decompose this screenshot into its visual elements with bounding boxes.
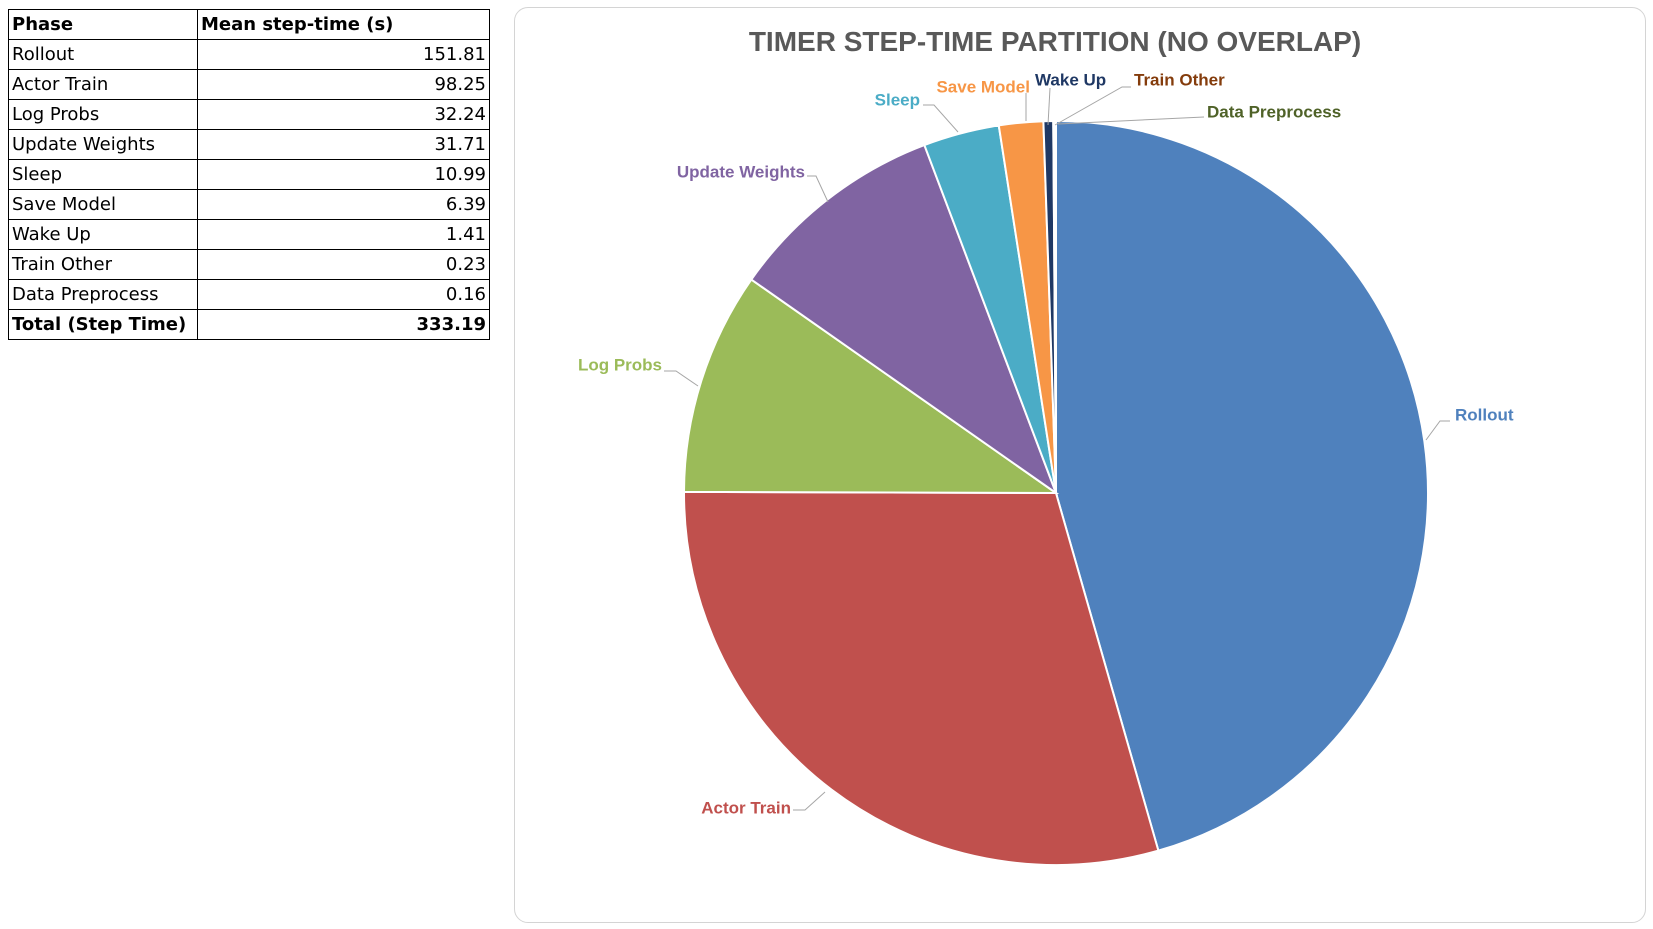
table-row: Sleep 10.99 — [8, 159, 490, 190]
header-phase: Phase — [8, 9, 198, 40]
pie-slice-data-preprocess — [1053, 119, 1057, 494]
table-row: Log Probs 32.24 — [8, 99, 490, 130]
chart-area: TIMER STEP-TIME PARTITION (NO OVERLAP) R… — [514, 7, 1646, 923]
value-cell: 333.19 — [197, 309, 490, 340]
leader-line — [1054, 86, 1131, 126]
slice-label: Rollout — [1455, 405, 1514, 424]
slice-label: Train Other — [1134, 70, 1225, 89]
pie-slices — [682, 119, 1429, 866]
phase-time-table: Phase Mean step-time (s) Rollout 151.81 Ac… — [8, 9, 490, 340]
phase-cell: Data Preprocess — [8, 279, 198, 310]
table-row: Save Model 6.39 — [8, 189, 490, 220]
slice-labels: Rollout Actor Train Log Probs Update Weight… — [578, 70, 1514, 817]
pie-chart: TIMER STEP-TIME PARTITION (NO OVERLAP) R… — [578, 26, 1514, 866]
slice-label: Log Probs — [578, 355, 662, 374]
phase-cell: Log Probs — [8, 99, 198, 130]
phase-cell: Rollout — [8, 39, 198, 70]
header-mean-step-time: Mean step-time (s) — [197, 9, 490, 40]
value-cell: 151.81 — [197, 39, 490, 70]
value-cell: 31.71 — [197, 129, 490, 160]
phase-cell: Sleep — [8, 159, 198, 190]
phase-cell: Save Model — [8, 189, 198, 220]
phase-cell: Update Weights — [8, 129, 198, 160]
leader-line — [664, 370, 699, 387]
phase-cell: Actor Train — [8, 69, 198, 100]
table-row: Wake Up 1.41 — [8, 219, 490, 250]
slice-label: Save Model — [936, 77, 1030, 96]
value-cell: 0.23 — [197, 249, 490, 280]
leader-line — [923, 104, 959, 133]
slice-label: Actor Train — [701, 798, 791, 817]
table-total-row: Total (Step Time) 333.19 — [8, 309, 490, 340]
leader-line — [793, 791, 826, 811]
leader-line — [807, 175, 829, 203]
value-cell: 32.24 — [197, 99, 490, 130]
pie-slice-update-weights — [749, 143, 1059, 496]
leader-line — [1057, 116, 1205, 125]
pie-slice-actor-train — [682, 490, 1160, 866]
slice-label: Update Weights — [677, 162, 805, 181]
table-row: Actor Train 98.25 — [8, 69, 490, 100]
table-header-row: Phase Mean step-time (s) — [8, 9, 490, 40]
slice-label: Data Preprocess — [1207, 102, 1341, 121]
pie-slice-rollout — [1055, 119, 1429, 852]
leader-line — [1047, 87, 1051, 126]
slice-label: Wake Up — [1035, 70, 1106, 89]
phase-cell: Train Other — [8, 249, 198, 280]
table-row: Data Preprocess 0.16 — [8, 279, 490, 310]
phase-cell: Wake Up — [8, 219, 198, 250]
value-cell: 0.16 — [197, 279, 490, 310]
leader-lines — [664, 86, 1450, 811]
leader-line — [1425, 420, 1450, 441]
slice-label: Sleep — [875, 90, 920, 109]
pie-slice-log-probs — [682, 278, 1060, 495]
table-row: Train Other 0.23 — [8, 249, 490, 280]
chart-title: TIMER STEP-TIME PARTITION (NO OVERLAP) — [749, 26, 1361, 57]
phase-cell: Total (Step Time) — [8, 309, 198, 340]
value-cell: 98.25 — [197, 69, 490, 100]
value-cell: 1.41 — [197, 219, 490, 250]
table-row: Rollout 151.81 — [8, 39, 490, 70]
table-row: Update Weights 31.71 — [8, 129, 490, 160]
value-cell: 10.99 — [197, 159, 490, 190]
value-cell: 6.39 — [197, 189, 490, 220]
